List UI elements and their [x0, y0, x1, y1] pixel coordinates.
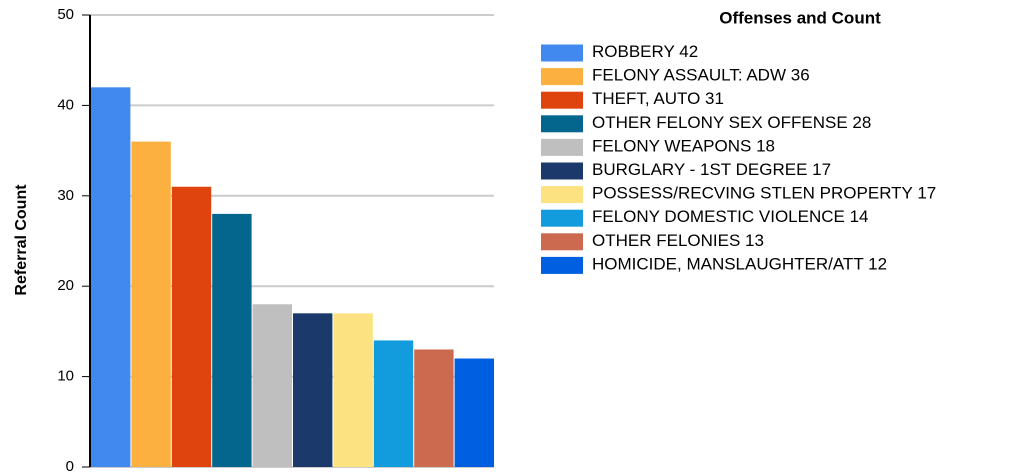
y-axis-label: Referral Count: [13, 184, 30, 296]
legend-label: ROBBERY: [592, 42, 675, 61]
legend-swatch: [541, 138, 583, 156]
legend-entry: FELONY ASSAULT: ADW 36: [592, 66, 810, 85]
legend-swatch: [541, 44, 583, 62]
legend-entry: OTHER FELONIES 13: [592, 231, 764, 250]
legend-label: OTHER FELONIES: [592, 231, 740, 250]
legend-entry: OTHER FELONY SEX OFFENSE 28: [592, 113, 871, 132]
legend-entry: THEFT, AUTO 31: [592, 90, 724, 109]
y-tick-label: 40: [57, 96, 74, 113]
legend-swatch: [541, 256, 583, 274]
legend-swatch: [541, 233, 583, 251]
bar: [171, 186, 212, 467]
legend-count: 31: [705, 90, 724, 109]
legend-count: 42: [679, 42, 698, 61]
legend-label: FELONY ASSAULT: ADW: [592, 66, 786, 85]
legend-swatch: [541, 115, 583, 133]
bar: [333, 313, 373, 467]
y-tick-label: 30: [57, 187, 74, 204]
legend-entry: ROBBERY 42: [592, 42, 698, 61]
legend-label: BURGLARY - 1ST DEGREE: [592, 160, 807, 179]
legend-count: 13: [745, 231, 764, 250]
legend-label: HOMICIDE, MANSLAUGHTER/ATT: [592, 255, 863, 274]
legend-label: OTHER FELONY SEX OFFENSE: [592, 113, 848, 132]
legend-swatch: [541, 209, 583, 227]
legend-swatch: [541, 186, 583, 204]
legend-swatch: [541, 91, 583, 109]
legend-count: 36: [791, 66, 810, 85]
y-tick-label: 10: [57, 368, 74, 385]
bar: [91, 87, 131, 467]
bar: [293, 313, 333, 467]
legend-count: 17: [917, 184, 936, 203]
bar: [252, 304, 292, 467]
legend-title: Offenses and Count: [719, 8, 881, 27]
legend-entry: BURGLARY - 1ST DEGREE 17: [592, 160, 831, 179]
legend-count: 17: [812, 160, 831, 179]
legend-entry: HOMICIDE, MANSLAUGHTER/ATT 12: [592, 255, 887, 274]
bar: [212, 213, 252, 467]
y-tick-label: 20: [57, 277, 74, 294]
legend-count: 14: [850, 208, 869, 227]
legend-entry: FELONY DOMESTIC VIOLENCE 14: [592, 208, 869, 227]
bar: [373, 340, 414, 467]
bar: [414, 349, 454, 467]
bar: [454, 358, 494, 467]
legend-label: FELONY DOMESTIC VIOLENCE: [592, 208, 845, 227]
legend-swatch: [541, 68, 583, 86]
bar: [131, 141, 171, 467]
legend-count: 18: [756, 137, 775, 156]
legend-count: 12: [868, 255, 887, 274]
legend-swatch: [541, 162, 583, 180]
legend-entry: FELONY WEAPONS 18: [592, 137, 775, 156]
y-tick-label: 0: [66, 458, 74, 474]
legend-label: THEFT, AUTO: [592, 90, 700, 109]
legend-label: FELONY WEAPONS: [592, 137, 751, 156]
legend-count: 28: [852, 113, 871, 132]
y-tick-label: 50: [57, 6, 74, 23]
legend-entry: POSSESS/RECVING STLEN PROPERTY 17: [592, 184, 936, 203]
legend-label: POSSESS/RECVING STLEN PROPERTY: [592, 184, 913, 203]
